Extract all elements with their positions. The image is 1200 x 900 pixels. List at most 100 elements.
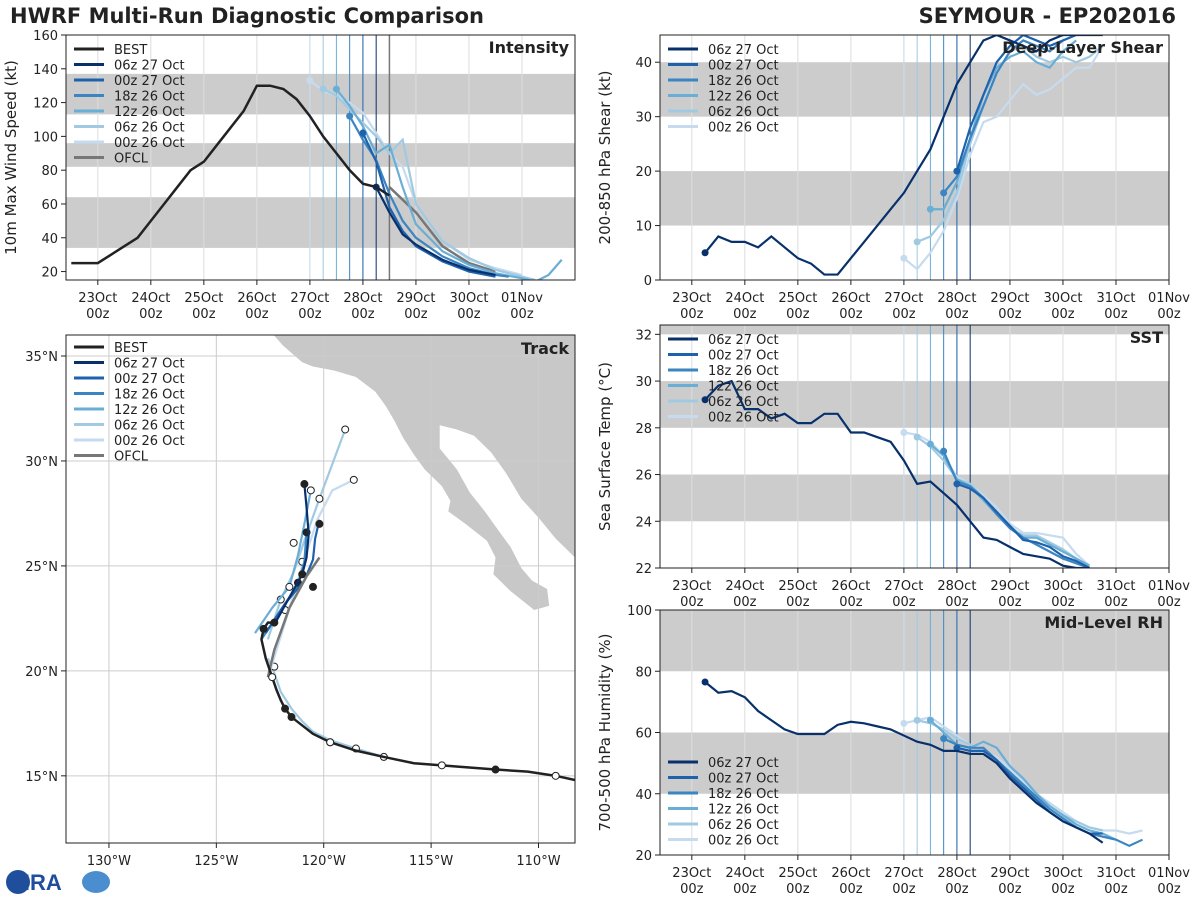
track-xtick-label-2: 120°W — [302, 854, 346, 869]
track-ytick-label-2: 25°N — [25, 560, 58, 575]
sst-legend-label-2: 18z 26 Oct — [708, 364, 779, 379]
intensity-series-0 — [375, 186, 496, 277]
track-series-0-marker-1 — [300, 480, 309, 489]
rh-legend-label-3: 12z 26 Oct — [708, 803, 779, 818]
shear-band-0 — [660, 171, 1169, 226]
track-ytick-label-4: 35°N — [25, 350, 58, 365]
track-title: Track — [521, 339, 569, 358]
intensity-legend-label-6: 00z 26 Oct — [114, 136, 185, 151]
intensity-panel: 2040608010012014016023Oct00z24Oct00z25Oc… — [2, 29, 576, 322]
track-series-0-marker-0 — [298, 570, 307, 579]
sst-legend-label-0: 06z 27 Oct — [708, 333, 779, 348]
intensity-xtick-sublabel-4: 00z — [298, 307, 322, 322]
sst-xtick-label-0: 23Oct — [672, 579, 711, 594]
shear-legend-label-5: 00z 26 Oct — [708, 121, 779, 136]
shear-xtick-label-8: 31Oct — [1096, 291, 1135, 306]
track-xtick-label-3: 115°W — [409, 854, 453, 869]
rh-ytick-label-2: 60 — [635, 727, 652, 742]
shear-ylabel: 200-850 hPa Shear (kt) — [596, 71, 614, 245]
land-mass — [273, 335, 575, 610]
intensity-series-init-point-1 — [359, 129, 367, 137]
rh-xtick-sublabel-2: 00z — [786, 882, 810, 897]
intensity-xtick-sublabel-2: 00z — [192, 307, 216, 322]
shear-xtick-sublabel-9: 00z — [1157, 307, 1181, 322]
track-ytick-label-3: 30°N — [25, 455, 58, 470]
track-best-marker-3 — [326, 738, 335, 747]
shear-series-0 — [704, 35, 1103, 276]
shear-series-init-point-1 — [953, 167, 961, 175]
rh-xtick-label-7: 30Oct — [1043, 866, 1082, 881]
track-legend-label-4: 12z 26 Oct — [114, 403, 185, 418]
track-series-3 — [254, 490, 312, 634]
shear-xtick-label-7: 30Oct — [1043, 291, 1082, 306]
track-series-3-marker-1 — [306, 486, 315, 495]
sst-xtick-sublabel-4: 00z — [892, 595, 916, 610]
sst-title: SST — [1130, 328, 1163, 347]
sst-ytick-label-3: 28 — [635, 422, 652, 437]
shear-xtick-sublabel-5: 00z — [945, 307, 969, 322]
sst-legend-label-5: 00z 26 Oct — [708, 411, 779, 426]
intensity-xtick-label-4: 27Oct — [290, 291, 329, 306]
intensity-ytick-label-7: 160 — [33, 29, 58, 44]
intensity-xtick-sublabel-8: 00z — [510, 307, 534, 322]
intensity-legend-label-4: 12z 26 Oct — [114, 105, 185, 120]
shear-xtick-label-2: 25Oct — [778, 291, 817, 306]
rh-xtick-label-3: 26Oct — [831, 866, 870, 881]
intensity-legend-label-2: 00z 27 Oct — [114, 74, 185, 89]
rh-ytick-label-4: 100 — [627, 604, 652, 619]
track-best-marker-7 — [259, 624, 268, 633]
sst-xtick-sublabel-9: 00z — [1157, 595, 1181, 610]
shear-panel: 01020304023Oct00z24Oct00z25Oct00z26Oct00… — [596, 34, 1190, 322]
shear-xtick-sublabel-6: 00z — [998, 307, 1022, 322]
sst-series-init-point-2 — [940, 447, 948, 455]
rh-xtick-label-6: 29Oct — [990, 866, 1029, 881]
shear-legend-label-0: 06z 27 Oct — [708, 43, 779, 58]
track-best-marker-8 — [270, 618, 279, 627]
track-ytick-label-0: 15°N — [25, 770, 58, 785]
shear-xtick-label-5: 28Oct — [937, 291, 976, 306]
shear-title: Deep-Layer Shear — [1002, 38, 1163, 57]
intensity-xtick-label-0: 23Oct — [78, 291, 117, 306]
sst-series-init-point-3 — [926, 440, 934, 448]
intensity-ofcl-line — [388, 186, 496, 273]
track-panel: 130°W 125°W 120°W 115°W 110°W 15°N 20°N 25°N 30°… — [25, 334, 576, 869]
track-series-4-marker-3 — [341, 425, 350, 434]
track-legend-label-1: 06z 27 Oct — [114, 357, 185, 372]
track-series-5 — [268, 478, 355, 672]
rh-legend-label-1: 00z 27 Oct — [708, 772, 779, 787]
shear-legend-label-2: 18z 26 Oct — [708, 74, 779, 89]
intensity-xtick-sublabel-0: 00z — [86, 307, 110, 322]
rh-xtick-sublabel-0: 00z — [680, 882, 704, 897]
shear-legend-label-1: 00z 27 Oct — [708, 59, 779, 74]
intensity-xtick-label-7: 30Oct — [449, 291, 488, 306]
rh-series-init-point-0 — [701, 678, 709, 686]
rh-series-2 — [943, 737, 1143, 848]
shear-xtick-label-4: 27Oct — [884, 291, 923, 306]
intensity-frame — [65, 34, 576, 281]
track-legend-label-3: 18z 26 Oct — [114, 388, 185, 403]
intensity-ytick-label-0: 20 — [41, 266, 58, 281]
track-series-5-marker-2 — [349, 475, 358, 484]
track-best-marker-1 — [491, 765, 500, 774]
intensity-band-0 — [66, 197, 575, 248]
rh-series-init-point-2 — [940, 735, 948, 743]
intensity-xtick-label-6: 29Oct — [396, 291, 435, 306]
shear-ytick-label-1: 10 — [635, 220, 652, 235]
rh-series-init-point-5 — [900, 719, 908, 727]
track-legend-label-5: 06z 26 Oct — [114, 419, 185, 434]
sst-panel: 22242628303223Oct00z24Oct00z25Oct00z26Oc… — [596, 324, 1190, 610]
rh-plot-area — [660, 610, 1169, 855]
track-legend-label-6: 00z 26 Oct — [114, 434, 185, 449]
intensity-legend-label-7: OFCL — [114, 152, 149, 167]
shear-xtick-label-9: 01Nov — [1148, 291, 1190, 306]
shear-series-5 — [903, 45, 1104, 271]
shear-plot-area — [660, 35, 1169, 280]
rh-ylabel: 700-500 hPa Humidity (%) — [596, 633, 614, 831]
sst-xtick-sublabel-0: 00z — [680, 595, 704, 610]
track-frame — [65, 334, 576, 844]
intensity-ytick-label-4: 100 — [33, 130, 58, 145]
sst-legend-label-1: 00z 27 Oct — [708, 349, 779, 364]
